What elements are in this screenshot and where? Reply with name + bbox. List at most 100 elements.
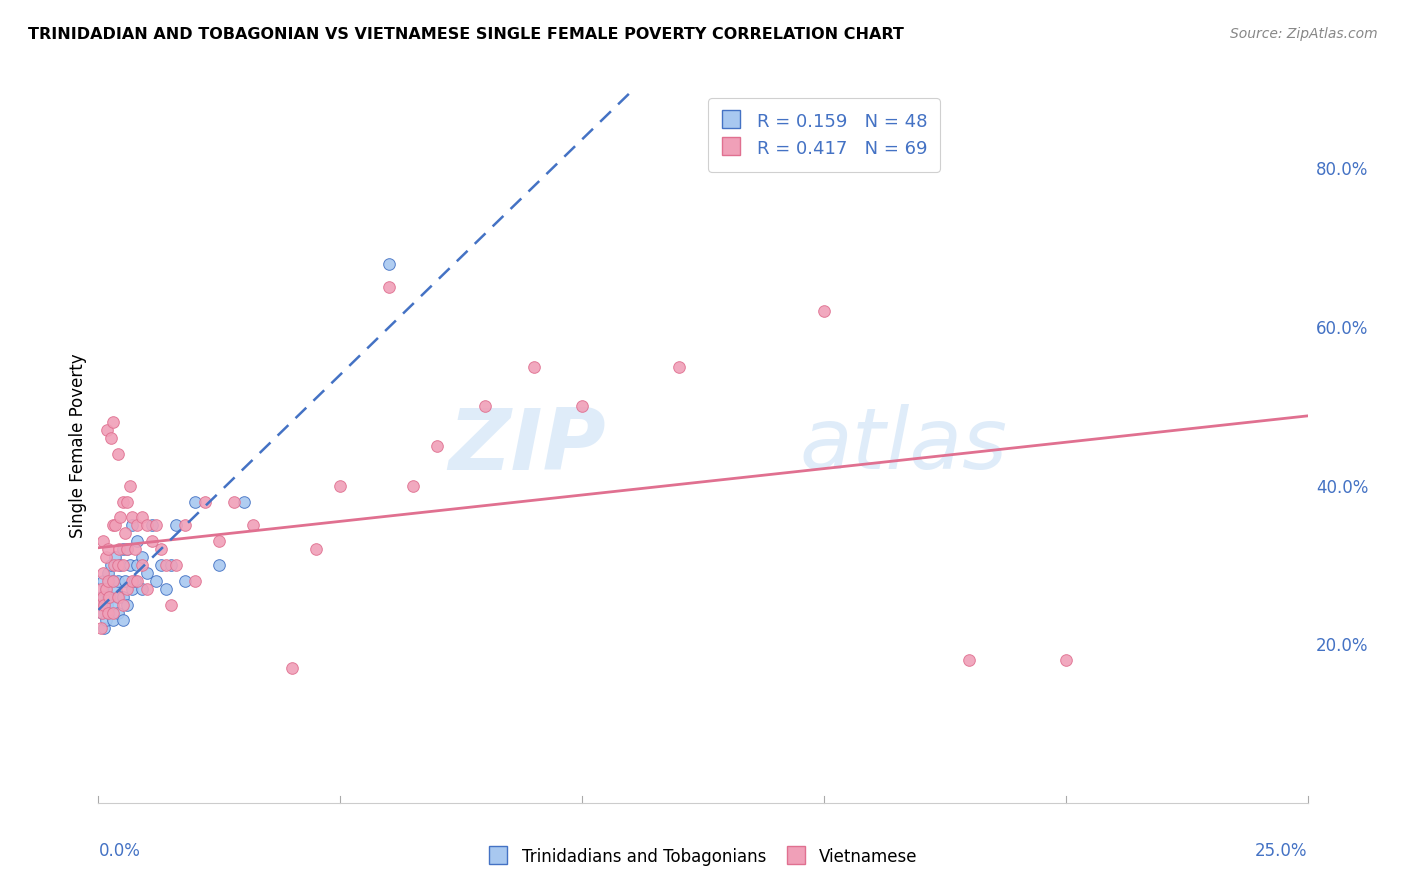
Text: atlas: atlas: [800, 404, 1008, 488]
Point: [90, 582, 112, 596]
Text: ZIP: ZIP: [449, 404, 606, 488]
Point: [165, 558, 187, 572]
Point: [131, 558, 153, 572]
Point: [117, 542, 139, 557]
Point: [121, 574, 143, 588]
Point: [117, 598, 139, 612]
Point: [98, 606, 121, 620]
Point: [145, 574, 167, 588]
Point: [402, 478, 425, 492]
Point: [108, 510, 131, 524]
Point: [91, 534, 114, 549]
Point: [121, 510, 143, 524]
Point: [100, 590, 122, 604]
Point: [94, 582, 117, 596]
Point: [93, 598, 115, 612]
Point: [101, 598, 124, 612]
Point: [111, 614, 134, 628]
Point: [96, 598, 118, 612]
Point: [107, 558, 129, 572]
Point: [104, 518, 127, 533]
Point: [160, 558, 183, 572]
Text: Source: ZipAtlas.com: Source: ZipAtlas.com: [1230, 27, 1378, 41]
Point: [107, 447, 129, 461]
Point: [242, 518, 264, 533]
Point: [127, 558, 149, 572]
Point: [150, 542, 173, 557]
Point: [474, 400, 496, 414]
Point: [150, 558, 173, 572]
Point: [329, 478, 352, 492]
Point: [160, 598, 183, 612]
Point: [101, 574, 124, 588]
Point: [208, 558, 231, 572]
Point: [141, 534, 163, 549]
Point: [93, 621, 115, 635]
Point: [103, 582, 125, 596]
Point: [174, 574, 197, 588]
Point: [91, 606, 114, 620]
Point: [131, 549, 153, 564]
Point: [107, 542, 129, 557]
Text: 0.0%: 0.0%: [98, 842, 141, 860]
Point: [174, 518, 197, 533]
Point: [135, 582, 157, 596]
Point: [222, 494, 245, 508]
Point: [114, 526, 136, 541]
Point: [104, 549, 127, 564]
Point: [94, 549, 117, 564]
Point: [145, 518, 167, 533]
Point: [141, 518, 163, 533]
Point: [107, 606, 129, 620]
Point: [97, 590, 120, 604]
Text: TRINIDADIAN AND TOBAGONIAN VS VIETNAMESE SINGLE FEMALE POVERTY CORRELATION CHART: TRINIDADIAN AND TOBAGONIAN VS VIETNAMESE…: [28, 27, 904, 42]
Point: [426, 439, 449, 453]
Point: [97, 542, 120, 557]
Point: [97, 574, 120, 588]
Point: [89, 598, 111, 612]
Point: [94, 614, 117, 628]
Point: [131, 510, 153, 524]
Point: [94, 582, 117, 596]
Point: [281, 661, 304, 675]
Point: [91, 590, 114, 604]
Point: [127, 534, 149, 549]
Point: [101, 518, 124, 533]
Point: [131, 582, 153, 596]
Point: [100, 558, 122, 572]
Point: [98, 590, 121, 604]
Point: [101, 606, 124, 620]
Point: [118, 478, 141, 492]
Point: [124, 542, 146, 557]
Point: [117, 542, 139, 557]
Point: [107, 574, 129, 588]
Point: [208, 534, 231, 549]
Point: [232, 494, 254, 508]
Point: [184, 574, 207, 588]
Point: [305, 542, 328, 557]
Point: [121, 582, 143, 596]
Point: [194, 494, 217, 508]
Point: [91, 566, 114, 580]
Point: [91, 606, 114, 620]
Point: [90, 621, 112, 635]
Point: [377, 280, 399, 294]
Legend: R = 0.159   N = 48, R = 0.417   N = 69: R = 0.159 N = 48, R = 0.417 N = 69: [709, 98, 939, 171]
Point: [103, 558, 125, 572]
Point: [184, 494, 207, 508]
Point: [114, 574, 136, 588]
Point: [101, 614, 124, 628]
Point: [121, 518, 143, 533]
Point: [111, 494, 134, 508]
Point: [111, 598, 134, 612]
Point: [165, 518, 187, 533]
Point: [668, 359, 690, 374]
Point: [101, 415, 124, 429]
Point: [108, 558, 131, 572]
Point: [111, 542, 134, 557]
Point: [135, 518, 157, 533]
Point: [118, 558, 141, 572]
Legend: Trinidadians and Tobagonians, Vietnamese: Trinidadians and Tobagonians, Vietnamese: [479, 838, 927, 875]
Point: [111, 558, 134, 572]
Point: [957, 653, 980, 667]
